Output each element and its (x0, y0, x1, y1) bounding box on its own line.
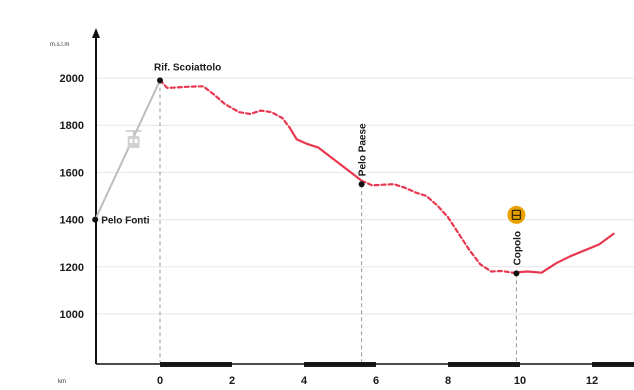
gridlines (96, 77, 634, 315)
y-tick-label: 2000 (60, 73, 84, 85)
y-tick-label: 1200 (60, 262, 84, 274)
waypoint-label: Copolo (512, 231, 523, 265)
cable-car-icon (125, 130, 142, 148)
profile-segment-0 (158, 79, 291, 129)
x-tick-label: 2 (229, 375, 235, 387)
x-tick-label: 12 (586, 375, 598, 387)
y-axis-arrow (92, 28, 100, 38)
y-axis-unit-label: m.s.l.m (50, 42, 69, 48)
y-tick-labels: 1000 1200 1400 1600 1800 2000 (60, 73, 84, 321)
y-tick-label: 1400 (60, 215, 84, 227)
icons (125, 130, 526, 224)
axes: m.s.l.m km (50, 28, 634, 385)
waypoint-label: Pelo Fonti (101, 216, 150, 227)
x-tick-label: 8 (445, 375, 451, 387)
x-tick-labels: 0 2 4 6 8 10 12 (157, 375, 598, 387)
waypoint-marker (157, 77, 163, 84)
profile-segment-2 (360, 179, 514, 274)
x-tick-label: 0 (157, 375, 163, 387)
waypoint-marker (513, 270, 520, 277)
y-tick-label: 1800 (60, 120, 84, 132)
x-tick-label: 4 (301, 375, 308, 387)
waypoints: Rif. Scoiattolo Pelo Fonti Pelo Paese Copol… (92, 62, 523, 277)
waypoint-label: Pelo Paese (358, 123, 369, 176)
waypoint-marker (358, 181, 365, 188)
profile-segment-1 (288, 126, 363, 182)
waypoint-label: Rif. Scoiattolo (154, 62, 221, 73)
x-axis-unit-label: km (58, 379, 66, 385)
x-tick-label: 6 (373, 375, 379, 387)
x-tick-label: 10 (514, 375, 526, 387)
guide-lines (159, 80, 517, 362)
profile-segment-3 (511, 232, 615, 274)
profile-lines (94, 79, 615, 274)
y-tick-label: 1600 (60, 167, 84, 179)
cable-car-line (94, 79, 161, 221)
y-tick-label: 1000 (60, 309, 84, 321)
waypoint-marker (92, 216, 99, 223)
lodging-icon (507, 205, 526, 224)
